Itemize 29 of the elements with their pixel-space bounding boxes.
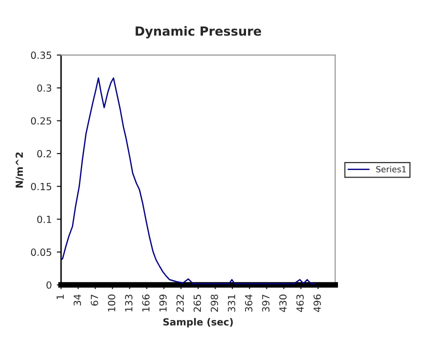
legend-label: Series1 bbox=[376, 166, 406, 172]
y-tick-label: 0.35 bbox=[31, 52, 52, 59]
x-tick-label: 34 bbox=[74, 294, 82, 306]
x-tick-label: 1 bbox=[56, 294, 64, 300]
y-tick-label: 0.2 bbox=[37, 150, 52, 158]
y-tick-label: 0.1 bbox=[37, 216, 52, 224]
y-tick-label: 0.25 bbox=[31, 117, 52, 125]
y-tick-label: 0.15 bbox=[31, 182, 52, 190]
y-tick-label: 0 bbox=[46, 281, 52, 289]
y-tick-label: 0.05 bbox=[31, 248, 52, 256]
x-tick-label: 100 bbox=[108, 294, 116, 312]
x-tick-label: 496 bbox=[314, 294, 321, 312]
x-tick-label: 232 bbox=[176, 294, 184, 312]
x-tick-label: 430 bbox=[279, 294, 287, 312]
y-axis-title: N/m^2 bbox=[16, 152, 24, 188]
x-tick-label: 463 bbox=[296, 294, 304, 312]
x-tick-label: 364 bbox=[244, 294, 252, 312]
line-series bbox=[61, 77, 316, 284]
y-tick-label: 0.3 bbox=[37, 84, 52, 92]
x-axis-title: Sample (sec) bbox=[163, 318, 233, 328]
x-tick-label: 133 bbox=[125, 294, 132, 312]
x-tick-label: 397 bbox=[262, 294, 270, 312]
x-tick-label: 298 bbox=[210, 294, 218, 312]
x-tick-label: 331 bbox=[228, 294, 236, 312]
x-tick-label: 67 bbox=[90, 294, 98, 306]
chart-title: Dynamic Pressure bbox=[136, 26, 262, 38]
x-tick-label: 166 bbox=[142, 294, 150, 312]
x-tick-label: 199 bbox=[159, 294, 167, 312]
x-tick-label: 265 bbox=[194, 294, 201, 312]
